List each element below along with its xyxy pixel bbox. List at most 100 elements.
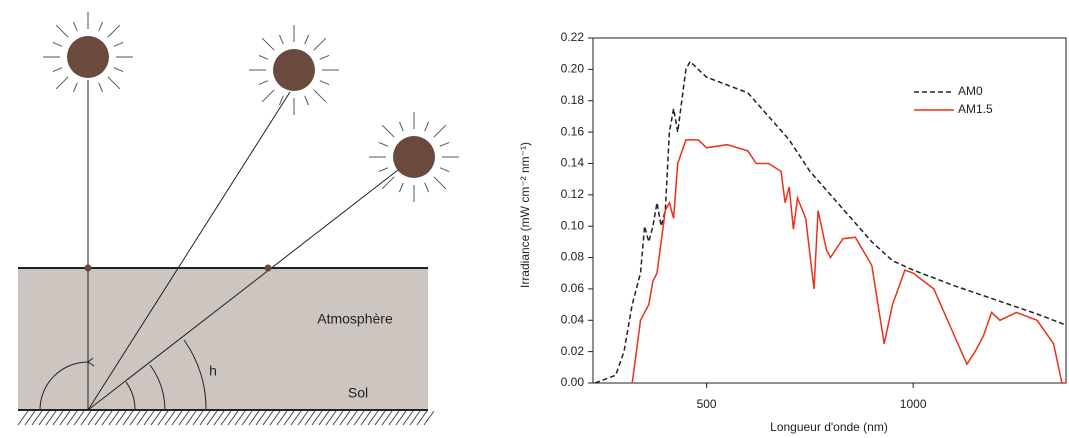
hatch-stroke: [52, 410, 64, 426]
hatch-stroke: [171, 410, 183, 426]
sun-ray: [378, 167, 389, 173]
sun-ray: [113, 67, 124, 73]
hatch-stroke: [304, 410, 316, 426]
y-axis-label: Irradiance (mW cm⁻² nm⁻¹): [518, 142, 532, 288]
ground-label: Sol: [348, 385, 368, 401]
hatch-stroke: [80, 410, 92, 426]
angle-arc: [39, 361, 89, 411]
hatch-stroke: [206, 410, 218, 426]
hatch-stroke: [38, 410, 50, 426]
x-tick-label: 1000: [900, 397, 927, 411]
sun-ray: [98, 21, 104, 32]
sun-ray: [261, 37, 275, 51]
hatch-stroke: [262, 410, 274, 426]
hatch-stroke: [185, 410, 197, 426]
hatch-stroke: [276, 410, 288, 426]
sun-ray: [107, 24, 121, 38]
sun-ray: [381, 124, 395, 138]
hatch-stroke: [108, 410, 120, 426]
sun-ray: [313, 37, 327, 51]
atmosphere-label: Atmosphère: [317, 311, 393, 327]
hatch-stroke: [66, 410, 78, 426]
hatch-stroke: [332, 410, 344, 426]
hatch-stroke: [199, 410, 211, 426]
hatch-stroke: [248, 410, 260, 426]
series-line: [631, 139, 1066, 384]
hatch-stroke: [423, 410, 435, 426]
angle-label: h: [209, 363, 217, 379]
hatch-stroke: [360, 410, 372, 426]
sun-ray: [433, 124, 447, 138]
hatch-stroke: [388, 410, 400, 426]
sun-ray: [52, 41, 63, 47]
y-tick-label: 0.04: [561, 312, 585, 326]
hatch-stroke: [402, 410, 414, 426]
sun-ray: [424, 182, 430, 193]
hatch-stroke: [122, 410, 134, 426]
legend-label: AM1.5: [958, 102, 993, 116]
hatch-stroke: [73, 410, 85, 426]
hatch-stroke: [143, 410, 155, 426]
hatch-stroke: [241, 410, 253, 426]
hatch-stroke: [353, 410, 365, 426]
sun-ray: [72, 21, 78, 32]
y-tick-label: 0.16: [561, 124, 585, 138]
y-tick-label: 0.10: [561, 218, 585, 232]
angle-arc: [125, 381, 136, 411]
ground-hatch: [17, 410, 435, 426]
hatch-stroke: [178, 410, 190, 426]
hatch-stroke: [269, 410, 281, 426]
diagram: Atmosphère Sol h: [17, 12, 459, 426]
sun-ray: [113, 41, 124, 47]
hatch-stroke: [227, 410, 239, 426]
hatch-stroke: [101, 410, 113, 426]
x-tick-label: 500: [697, 397, 717, 411]
sun-ray: [378, 141, 389, 147]
sun: [393, 136, 435, 178]
hatch-stroke: [395, 410, 407, 426]
y-tick-label: 0.18: [561, 93, 585, 107]
sun-ray: [398, 182, 404, 193]
hatch-stroke: [164, 410, 176, 426]
hatch-stroke: [374, 410, 386, 426]
entry-point: [84, 264, 92, 272]
hatch-stroke: [220, 410, 232, 426]
sun-ray: [98, 82, 104, 93]
sun: [273, 49, 315, 91]
hatch-stroke: [94, 410, 106, 426]
hatch-stroke: [129, 410, 141, 426]
sun-ray: [398, 121, 404, 132]
atmosphere-layer: [18, 268, 428, 410]
y-tick-label: 0.22: [561, 30, 585, 44]
suns: [43, 12, 459, 202]
sun-ray: [304, 95, 310, 106]
sun-ray: [261, 89, 275, 103]
hatch-stroke: [311, 410, 323, 426]
hatch-stroke: [367, 410, 379, 426]
sun-ray: [304, 34, 310, 45]
sun-ray: [52, 67, 63, 73]
hatch-stroke: [381, 410, 393, 426]
hatch-stroke: [346, 410, 358, 426]
ray: [87, 91, 291, 411]
y-tick-label: 0.12: [561, 187, 585, 201]
series-line: [594, 60, 1067, 384]
hatch-stroke: [17, 410, 29, 426]
sun-ray: [72, 82, 78, 93]
hatch-stroke: [150, 410, 162, 426]
plot-frame: [592, 37, 1067, 384]
y-tick-label: 0.14: [561, 156, 585, 170]
legend-label: AM0: [958, 84, 983, 98]
hatch-stroke: [192, 410, 204, 426]
sun-ray: [433, 176, 447, 190]
hatch-stroke: [339, 410, 351, 426]
y-tick-label: 0.06: [561, 281, 585, 295]
hatch-stroke: [87, 410, 99, 426]
arrow-head: [87, 357, 95, 367]
hatch-stroke: [136, 410, 148, 426]
sun-ray: [258, 80, 269, 86]
hatch-stroke: [318, 410, 330, 426]
sun-ray: [55, 24, 69, 38]
y-tick-label: 0.02: [561, 344, 585, 358]
